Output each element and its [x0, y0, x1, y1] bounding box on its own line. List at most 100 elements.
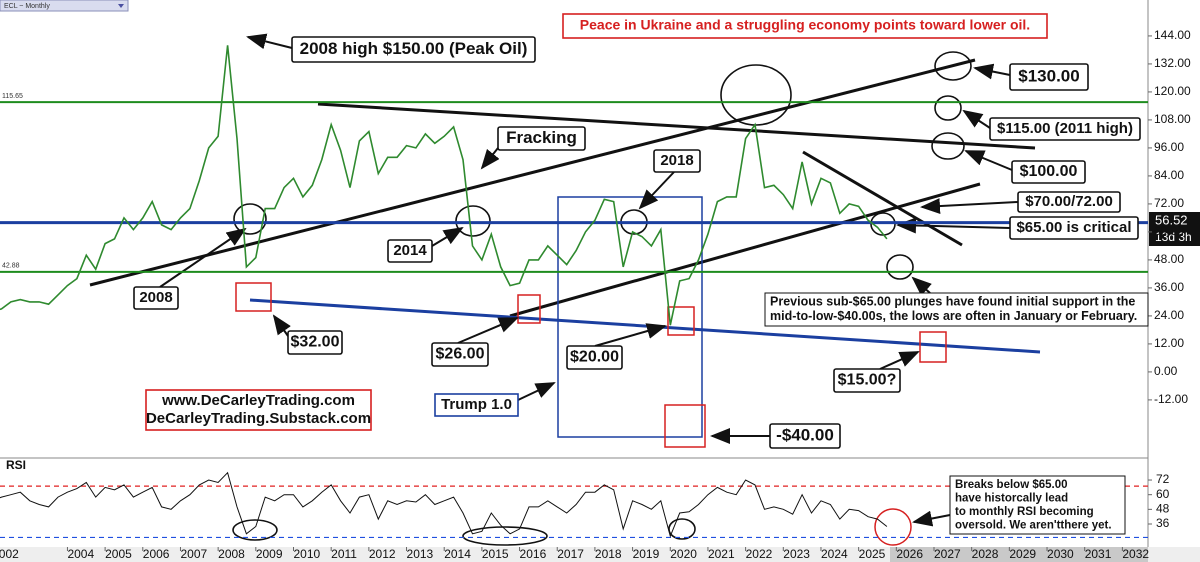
rsi-title: RSI [6, 458, 26, 472]
annotation-text: have historcally lead [955, 492, 1068, 504]
annotation-text: $130.00 [1018, 66, 1079, 85]
x-tick-label: 2024 [821, 547, 848, 561]
y-tick-label: 120.00 [1154, 84, 1191, 98]
trend-line [802, 150, 963, 247]
arrow [962, 109, 991, 129]
x-tick-label: 2008 [218, 547, 245, 561]
x-tick-label: 2004 [67, 547, 94, 561]
red-box [919, 331, 947, 363]
x-tick-label: 2022 [746, 547, 773, 561]
y-tick-label: 60.00 [1154, 224, 1184, 238]
x-tick-label: 2031 [1085, 547, 1112, 561]
annotation-text: $20.00 [570, 349, 619, 366]
x-tick-label: 2010 [293, 547, 320, 561]
x-tick-label: 2020 [670, 547, 697, 561]
circle [886, 254, 914, 280]
circle [233, 203, 267, 235]
annotation-text: -$40.00 [776, 425, 834, 444]
circle [232, 519, 278, 541]
annotation: $65.00 is critical [1009, 216, 1139, 240]
x-tick-label: 2006 [143, 547, 170, 561]
annotation-text: Peace in Ukraine and a struggling econom… [580, 17, 1030, 33]
annotation-text: Previous sub-$65.00 plunges have found i… [770, 295, 1135, 309]
x-tick-label: 2019 [633, 547, 660, 561]
annotation-text: Fracking [506, 128, 577, 147]
x-tick-label: 2025 [859, 547, 886, 561]
rsi-line [0, 471, 888, 538]
x-tick-label: 2009 [256, 547, 283, 561]
trend-line [317, 102, 1036, 150]
price-line [0, 45, 888, 326]
x-tick-label: 2005 [105, 547, 132, 561]
annotation-text: $100.00 [1020, 163, 1078, 180]
header[interactable]: ECL ~ Monthly [0, 0, 129, 12]
y-tick-label: 36.00 [1154, 280, 1184, 294]
annotation-text: oversold. We aren'tthere yet. [955, 519, 1112, 531]
annotation-box [434, 393, 519, 417]
circle [455, 205, 491, 237]
annotation: 2008 [133, 286, 179, 310]
annotation-box [287, 330, 343, 355]
red-box [517, 294, 541, 324]
y-tick-label: 24.00 [1154, 308, 1184, 322]
annotation-box [1011, 160, 1086, 184]
y-tick-label: 48.00 [1154, 252, 1184, 266]
annotation-box [497, 126, 586, 151]
x-tick-label: 2007 [180, 547, 207, 561]
y-tick-label: 144.00 [1154, 28, 1191, 42]
annotation-box [764, 292, 1149, 327]
annotation-text: $65.00 is critical [1016, 219, 1131, 236]
arrow [517, 382, 556, 401]
annotation: 2018 [653, 149, 701, 173]
circle [934, 95, 962, 121]
instrument-box[interactable] [0, 0, 129, 12]
y-tick-label: -12.00 [1154, 392, 1188, 406]
x-tick-label: 2026 [896, 547, 923, 561]
arrow [638, 171, 675, 210]
arrow [912, 510, 951, 527]
annotation-box [653, 149, 701, 173]
x-tick-label: 2030 [1047, 547, 1074, 561]
annotation-text: $70.00/72.00 [1025, 193, 1113, 210]
annotation: $115.00 (2011 high) [989, 117, 1141, 141]
arrow [594, 323, 667, 347]
rsi-tick-label: 48 [1156, 502, 1170, 516]
annotation-text: 2008 [139, 289, 172, 306]
last-price: 56.52 [1155, 212, 1188, 227]
trend-line [249, 298, 1041, 354]
annotation-box [431, 342, 489, 367]
annotation-box [1017, 191, 1121, 213]
red-box [235, 282, 272, 312]
annotation: $15.00? [833, 368, 901, 393]
instrument: ECL ~ Monthly [4, 3, 50, 10]
annotation: $130.00 [1009, 63, 1089, 91]
last-price-tag: 56.52 13d 3h [1149, 212, 1200, 246]
annotation-box [291, 36, 536, 63]
x-tick-label: 2015 [482, 547, 509, 561]
y-tick-label: 96.00 [1154, 140, 1184, 154]
price-tag-box [1149, 212, 1200, 246]
arrow [431, 226, 464, 247]
annotation-box [133, 286, 179, 310]
arrow [272, 314, 291, 337]
circle [931, 132, 965, 160]
annotation-text: Breaks below $65.00 [955, 479, 1068, 491]
annotation-text: 2014 [393, 242, 427, 259]
annotation: 2008 high $150.00 (Peak Oil) [291, 36, 536, 63]
rsi-tick-label: 60 [1156, 487, 1170, 501]
circle [934, 51, 972, 81]
dropdown-icon[interactable] [118, 4, 124, 8]
rsi-tick-label: 36 [1156, 516, 1170, 530]
drawings [89, 33, 1041, 546]
annotation: $20.00 [566, 345, 623, 370]
y-tick-label: 12.00 [1154, 336, 1184, 350]
red-box [667, 306, 695, 336]
annotation: 2014 [387, 239, 433, 263]
y-tick-label: 132.00 [1154, 56, 1191, 70]
red-box [664, 404, 706, 448]
y-tick-label: 108.00 [1154, 112, 1191, 126]
annotation-box [145, 389, 372, 431]
x-tick-label: 2014 [444, 547, 471, 561]
arrow [480, 147, 500, 170]
annotation: Peace in Ukraine and a struggling econom… [562, 13, 1048, 39]
